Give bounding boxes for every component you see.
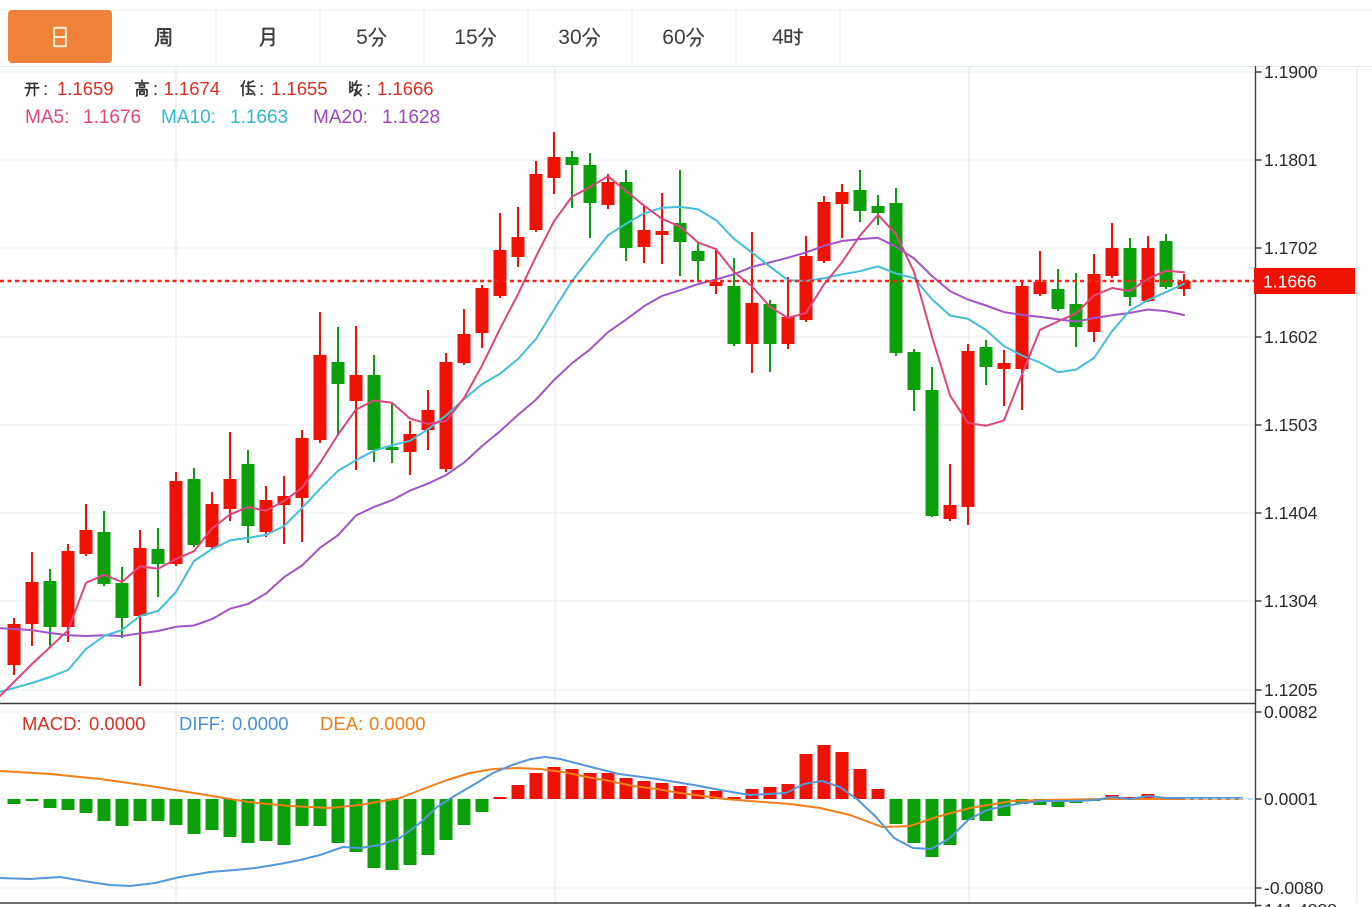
svg-text:1.1304: 1.1304	[1264, 591, 1318, 611]
svg-text:DIFF:: DIFF:	[179, 713, 225, 734]
svg-text:-0.0080: -0.0080	[1264, 878, 1324, 898]
svg-text:1.1503: 1.1503	[1264, 415, 1318, 435]
svg-text:MA10:: MA10:	[161, 107, 216, 128]
svg-text:1.1404: 1.1404	[1264, 503, 1318, 523]
svg-text:1.1659: 1.1659	[57, 78, 114, 99]
svg-text:60: 60	[662, 26, 685, 49]
svg-text:0.0082: 0.0082	[1264, 702, 1318, 722]
svg-text:MA20:: MA20:	[313, 107, 368, 128]
svg-text:1.1801: 1.1801	[1264, 150, 1318, 170]
svg-text:1.1702: 1.1702	[1264, 238, 1318, 258]
svg-text:1.1676: 1.1676	[83, 107, 141, 128]
svg-text:1.1666: 1.1666	[377, 78, 434, 99]
svg-text:1.1628: 1.1628	[382, 107, 440, 128]
svg-text:1.1666: 1.1666	[1263, 272, 1317, 292]
svg-text:30: 30	[558, 26, 581, 49]
svg-text:0.0000: 0.0000	[232, 713, 289, 734]
svg-text:MA5:: MA5:	[25, 107, 69, 128]
svg-text:141.4888: 141.4888	[1264, 900, 1337, 907]
svg-text::: :	[366, 78, 371, 99]
svg-text:0.0001: 0.0001	[1264, 789, 1318, 809]
svg-text::: :	[259, 78, 264, 99]
svg-text:1.1602: 1.1602	[1264, 327, 1318, 347]
svg-text:5: 5	[356, 26, 368, 49]
svg-text:MACD:: MACD:	[22, 713, 82, 734]
svg-text:15: 15	[454, 26, 477, 49]
svg-text:1.1663: 1.1663	[230, 107, 288, 128]
svg-text:0.0000: 0.0000	[369, 713, 426, 734]
svg-text:0.0000: 0.0000	[89, 713, 146, 734]
svg-text::: :	[43, 78, 48, 99]
svg-text:DEA:: DEA:	[320, 713, 363, 734]
svg-text:1.1674: 1.1674	[164, 78, 221, 99]
svg-text:1.1205: 1.1205	[1264, 680, 1318, 700]
svg-text:1.1900: 1.1900	[1264, 62, 1318, 82]
svg-text::: :	[153, 78, 158, 99]
svg-text:1.1655: 1.1655	[271, 78, 328, 99]
svg-text:4: 4	[772, 26, 784, 49]
